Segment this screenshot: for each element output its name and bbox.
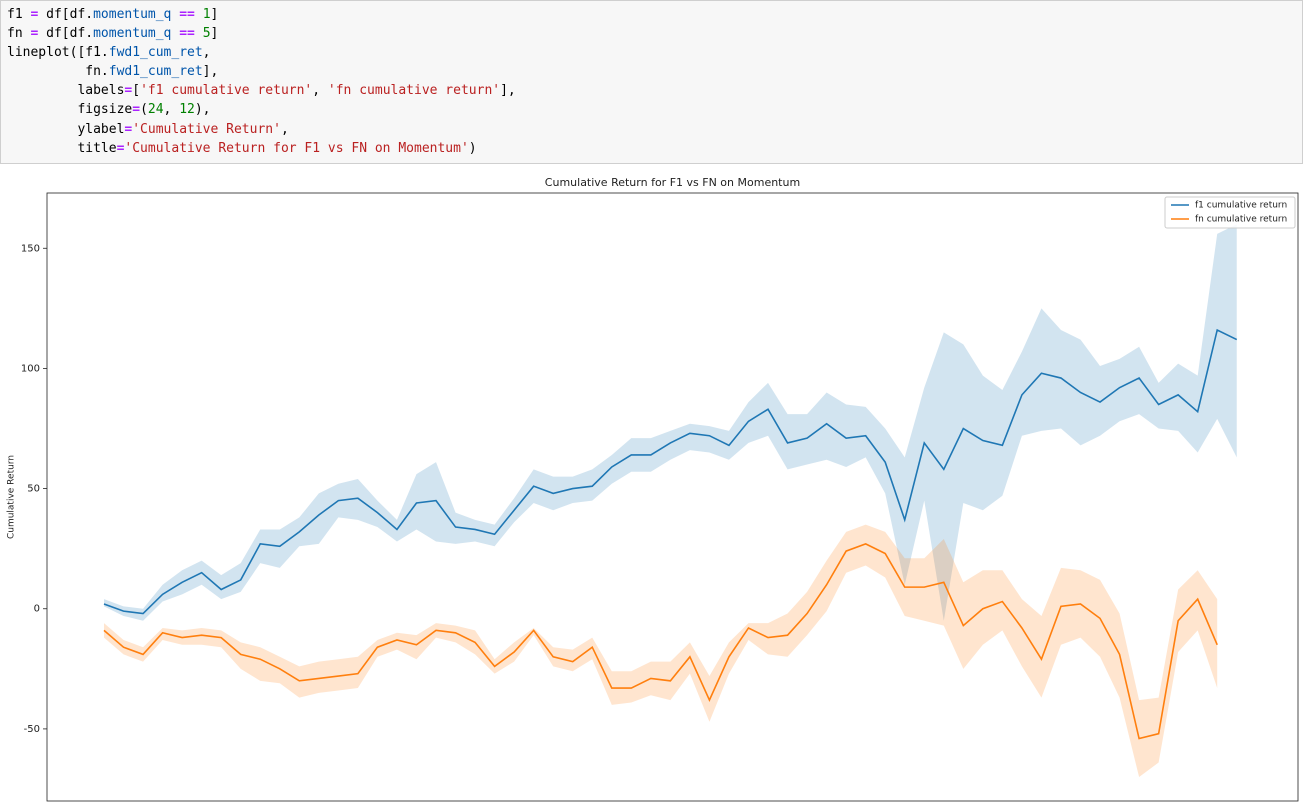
line <box>103 542 1218 740</box>
code-token: figsize <box>7 102 133 118</box>
y-axis-label: Cumulative Return <box>7 455 17 539</box>
code-token: = <box>124 121 133 137</box>
chart: Cumulative Return for F1 vs FN on Moment… <box>7 176 1299 802</box>
code-token: 1 <box>202 7 211 22</box>
code-token: [ <box>132 83 141 99</box>
code-line: fn.fwd1_cum_ret], <box>7 62 1296 81</box>
code-token: ] <box>210 26 219 42</box>
code-token: momentum_q <box>93 7 172 22</box>
code-token: 'f1 cumulative return' <box>140 83 313 99</box>
code-line: f1 = df[df.momentum_q == 1] <box>7 5 1296 24</box>
code-token: fwd1_cum_ret <box>108 45 203 61</box>
code-token: = <box>124 83 133 99</box>
code-token: f1 <box>7 7 31 22</box>
code-token: , <box>163 102 180 118</box>
code-token: df[df. <box>38 26 94 42</box>
y-tick-label: 0 <box>34 604 40 615</box>
y-tick-label: 100 <box>21 363 40 374</box>
code-cell: f1 = df[df.momentum_q == 1] fn = df[df.mo… <box>0 0 1303 164</box>
code-token: lineplot([f1. <box>7 45 109 61</box>
code-token: title <box>7 140 117 156</box>
code-token: df[df. <box>38 7 94 22</box>
code-token: = <box>30 26 39 42</box>
code-token: ( <box>140 102 148 118</box>
confidence-band <box>104 224 1237 621</box>
chart-title: Cumulative Return for F1 vs FN on Moment… <box>545 176 800 189</box>
code-line: title='Cumulative Return for F1 vs FN on… <box>7 139 1296 158</box>
code-token: fn. <box>7 64 109 80</box>
code-token <box>195 7 203 22</box>
code-token <box>195 26 203 41</box>
legend-box <box>1164 196 1296 229</box>
code-token: 'fn cumulative return' <box>327 83 501 99</box>
code-token: momentum_q <box>93 26 172 42</box>
legend-label: f1 cumulative return <box>1195 201 1287 211</box>
code-token: ) <box>468 140 477 156</box>
code-token: == <box>179 26 195 42</box>
code-line: ylabel='Cumulative Return', <box>7 120 1296 139</box>
code-token: fwd1_cum_ret <box>108 64 203 80</box>
code-token: ), <box>194 102 211 118</box>
code-token: labels <box>7 83 125 99</box>
code-token: = <box>116 140 125 156</box>
code-token: , <box>312 83 328 99</box>
axes-frame <box>46 192 1299 802</box>
legend-label: fn cumulative return <box>1195 215 1287 225</box>
code-token: fn <box>7 26 31 42</box>
code-token: 5 <box>202 26 211 42</box>
code-token: ], <box>202 64 219 80</box>
code-line: figsize=(24, 12), <box>7 100 1296 119</box>
code-token: , <box>202 45 211 61</box>
code-token: ylabel <box>7 121 125 137</box>
code-line: labels=['f1 cumulative return', 'fn cumu… <box>7 81 1296 100</box>
code-line: lineplot([f1.fwd1_cum_ret, <box>7 43 1296 62</box>
code-token: 'Cumulative Return' <box>132 121 281 137</box>
code-token: ], <box>500 83 516 99</box>
code-token: , <box>280 121 289 137</box>
line <box>103 328 1238 615</box>
code: f1 = df[df.momentum_q == 1] fn = df[df.mo… <box>1 1 1302 162</box>
code-token: 'Cumulative Return for F1 vs FN on Momen… <box>124 140 469 156</box>
confidence-band <box>104 524 1218 777</box>
code-token: = <box>132 102 141 118</box>
y-tick-label: 150 <box>21 243 40 254</box>
code-token: == <box>179 7 195 22</box>
y-tick-label: 50 <box>27 484 40 495</box>
code-token: = <box>30 7 39 22</box>
code-token: 12 <box>179 102 195 118</box>
code-token: 24 <box>147 102 164 118</box>
code-line: fn = df[df.momentum_q == 5] <box>7 24 1296 43</box>
y-tick-label: -50 <box>24 724 40 735</box>
code-token: ] <box>210 7 219 22</box>
